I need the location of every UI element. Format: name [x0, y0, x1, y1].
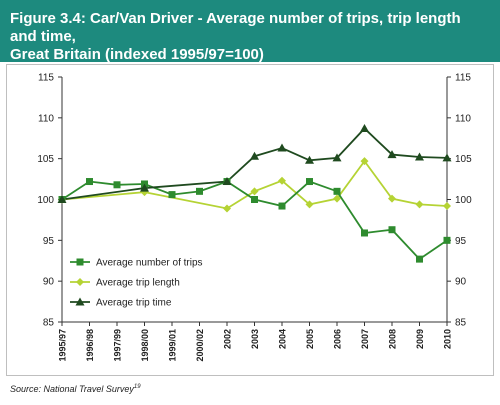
source-footnote: 19	[133, 384, 141, 390]
data-point-triangle	[250, 151, 259, 160]
x-tick-label: 1996/98	[85, 329, 95, 362]
legend-label: Average trip length	[96, 278, 180, 289]
source-text: Source: National Travel Survey	[10, 384, 134, 394]
data-point-triangle	[305, 155, 314, 164]
legend-marker-square	[76, 258, 84, 266]
y-tick-label-right: 90	[455, 277, 467, 288]
title-line-1: Figure 3.4: Car/Van Driver - Average num…	[10, 10, 461, 45]
title-line-2: Great Britain (indexed 1995/97=100)	[10, 46, 264, 63]
y-tick-label-left: 105	[37, 154, 54, 165]
x-tick-label: 1995/97	[58, 329, 68, 362]
x-tick-label: 2004	[278, 329, 288, 349]
data-point-triangle	[57, 195, 67, 203]
y-tick-label-left: 110	[38, 113, 54, 124]
data-point-triangle	[415, 152, 424, 161]
legend-marker-triangle	[75, 297, 85, 306]
x-tick-label: 2008	[388, 329, 398, 349]
chart-frame	[6, 64, 494, 376]
data-point-diamond	[443, 202, 451, 211]
x-tick-label: 1997/99	[113, 329, 123, 362]
y-tick-label-left: 100	[37, 195, 54, 206]
y-tick-label-right: 105	[455, 154, 472, 165]
data-point-square	[443, 236, 451, 244]
data-point-square	[251, 196, 258, 203]
x-tick-label: 2007	[360, 329, 370, 349]
y-tick-label-right: 85	[455, 318, 467, 329]
y-tick-label-right: 115	[455, 73, 471, 84]
x-tick-label: 2009	[415, 329, 425, 349]
x-tick-label: 1998/00	[140, 329, 150, 362]
x-tick-label: 2003	[250, 329, 260, 349]
data-point-triangle	[332, 153, 342, 162]
data-point-triangle	[387, 150, 397, 159]
data-point-square	[306, 178, 313, 186]
data-point-diamond	[305, 200, 314, 209]
data-point-square	[86, 178, 93, 186]
legend-label: Average number of trips	[96, 258, 203, 269]
y-tick-label-left: 85	[43, 318, 55, 329]
y-tick-label-left: 115	[38, 73, 54, 84]
source-note: Source: National Travel Survey19	[10, 384, 141, 394]
data-point-square	[388, 226, 396, 234]
data-point-square	[196, 187, 203, 195]
data-point-triangle	[360, 123, 369, 132]
data-point-diamond	[360, 157, 369, 166]
data-point-diamond	[388, 194, 396, 203]
data-point-triangle	[442, 153, 452, 162]
data-point-diamond	[278, 176, 286, 185]
y-tick-label-right: 95	[455, 236, 467, 247]
data-point-diamond	[223, 204, 231, 213]
data-point-diamond	[415, 200, 424, 209]
data-point-square	[361, 229, 368, 237]
data-point-square	[168, 191, 176, 199]
y-tick-label-right: 100	[455, 195, 472, 206]
data-point-square	[333, 187, 341, 195]
data-point-triangle	[277, 143, 287, 152]
legend-label: Average trip time	[96, 298, 172, 309]
data-point-triangle	[140, 183, 149, 192]
x-tick-label: 2006	[333, 329, 343, 349]
figure-title: Figure 3.4: Car/Van Driver - Average num…	[0, 0, 500, 63]
data-point-triangle	[222, 177, 232, 186]
x-tick-label: 1999/01	[168, 329, 178, 362]
x-tick-label: 2005	[305, 329, 315, 349]
x-tick-label: 2000/02	[195, 329, 205, 362]
x-tick-label: 2010	[443, 329, 453, 349]
y-tick-label-left: 90	[43, 277, 55, 288]
y-tick-label-left: 95	[43, 236, 55, 247]
data-point-diamond	[250, 187, 259, 196]
data-point-square	[416, 255, 423, 263]
x-tick-label: 2002	[223, 329, 233, 349]
y-tick-label-right: 110	[455, 113, 471, 124]
data-point-square	[278, 202, 286, 210]
data-point-square	[113, 181, 121, 189]
data-point-diamond	[333, 194, 341, 203]
legend-marker-diamond	[76, 278, 84, 286]
